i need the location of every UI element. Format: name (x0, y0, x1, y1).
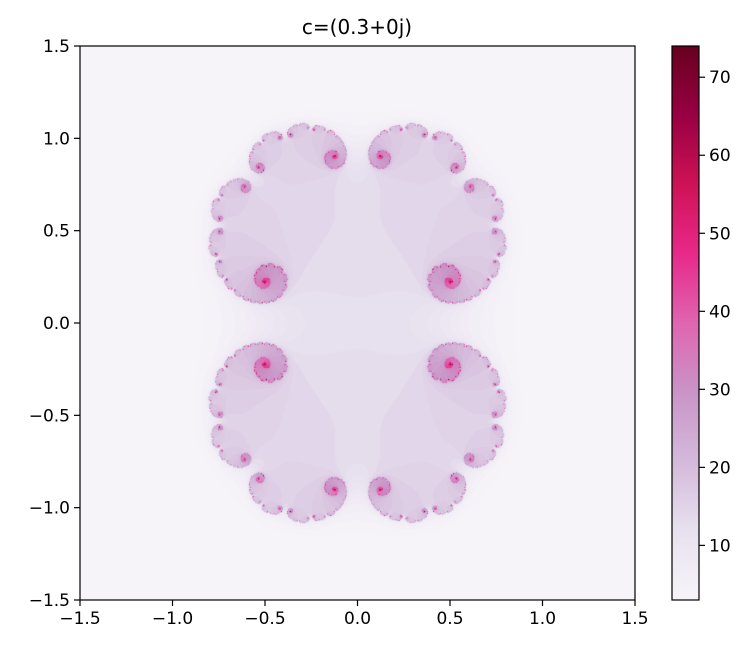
colorbar-tick-label: 40 (709, 302, 731, 322)
colorbar-tick-label: 70 (709, 68, 731, 88)
x-tick-label: −0.5 (244, 609, 285, 629)
x-tick-label: −1.5 (59, 609, 100, 629)
x-tick-label: 0.5 (436, 609, 463, 629)
x-tick-label: −1.0 (152, 609, 193, 629)
plot-area (79, 45, 636, 601)
y-axis: −1.5 −1.0 −0.5 0.0 0.5 1.0 1.5 (29, 37, 80, 611)
y-tick-label: 0.0 (43, 314, 70, 334)
y-tick-label: −0.5 (29, 406, 70, 426)
julia-heatmap (80, 46, 635, 600)
x-tick-label: 1.5 (621, 609, 648, 629)
colorbar: 10 20 30 40 50 60 70 (671, 45, 731, 601)
y-tick-label: 1.5 (43, 37, 70, 57)
y-tick-label: −1.5 (29, 591, 70, 611)
y-tick-label: 0.5 (43, 222, 70, 242)
chart-title: c=(0.3+0j) (302, 15, 412, 39)
y-tick-label: 1.0 (43, 129, 70, 149)
colorbar-gradient (672, 46, 699, 600)
y-tick-label: −1.0 (29, 499, 70, 519)
colorbar-tick-label: 50 (709, 224, 731, 244)
colorbar-frame (671, 45, 700, 601)
colorbar-ticks: 10 20 30 40 50 60 70 (699, 68, 731, 556)
colorbar-tick-label: 10 (709, 536, 731, 556)
x-tick-label: 1.0 (529, 609, 556, 629)
x-axis: −1.5 −1.0 −0.5 0.0 0.5 1.0 1.5 (59, 600, 649, 629)
colorbar-tick-label: 60 (709, 146, 731, 166)
colorbar-tick-label: 30 (709, 380, 731, 400)
x-tick-label: 0.0 (344, 609, 371, 629)
colorbar-tick-label: 20 (709, 458, 731, 478)
